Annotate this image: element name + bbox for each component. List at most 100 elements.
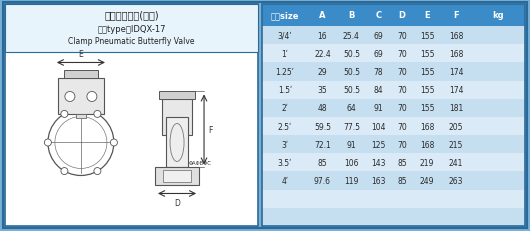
Text: 70: 70: [397, 86, 407, 95]
Text: 2ʹ: 2ʹ: [281, 104, 288, 113]
Text: 77.5: 77.5: [343, 122, 360, 131]
Text: E: E: [424, 12, 430, 20]
Text: 70: 70: [397, 122, 407, 131]
FancyBboxPatch shape: [262, 136, 525, 154]
FancyBboxPatch shape: [262, 117, 525, 136]
Text: 50.5: 50.5: [343, 50, 360, 58]
Text: 106: 106: [344, 158, 359, 167]
FancyBboxPatch shape: [262, 208, 525, 226]
Text: D: D: [174, 199, 180, 208]
Text: 59.5: 59.5: [314, 122, 331, 131]
FancyBboxPatch shape: [262, 154, 525, 172]
Text: 29: 29: [317, 68, 328, 77]
Text: 155: 155: [420, 31, 434, 40]
Text: 1.5ʹ: 1.5ʹ: [278, 86, 292, 95]
FancyBboxPatch shape: [162, 100, 192, 136]
Circle shape: [87, 92, 97, 102]
Text: 69: 69: [374, 31, 383, 40]
Text: 型号type：IDQX-17: 型号type：IDQX-17: [97, 24, 166, 33]
Text: 卡式气动蝶阀(卧式): 卡式气动蝶阀(卧式): [104, 10, 159, 20]
Text: 70: 70: [397, 31, 407, 40]
Text: 50.5: 50.5: [343, 68, 360, 77]
Text: 85: 85: [317, 158, 328, 167]
Text: F: F: [208, 125, 213, 134]
Text: 241: 241: [449, 158, 463, 167]
Text: kg: kg: [492, 12, 504, 20]
Text: 48: 48: [317, 104, 328, 113]
FancyBboxPatch shape: [163, 171, 191, 183]
FancyBboxPatch shape: [5, 5, 258, 226]
Text: 119: 119: [344, 176, 359, 185]
FancyBboxPatch shape: [58, 79, 104, 115]
Text: 50.5: 50.5: [343, 86, 360, 95]
Text: 2.5ʹ: 2.5ʹ: [278, 122, 292, 131]
FancyBboxPatch shape: [262, 99, 525, 117]
Text: 174: 174: [449, 86, 463, 95]
Text: C: C: [375, 12, 382, 20]
FancyBboxPatch shape: [3, 3, 527, 228]
Text: 155: 155: [420, 50, 434, 58]
FancyBboxPatch shape: [262, 172, 525, 190]
Text: 70: 70: [397, 50, 407, 58]
Text: 174: 174: [449, 68, 463, 77]
Text: 163: 163: [371, 176, 386, 185]
Text: 168: 168: [449, 50, 463, 58]
Text: E: E: [78, 50, 83, 59]
FancyBboxPatch shape: [166, 118, 188, 168]
Text: 3/4ʹ: 3/4ʹ: [278, 31, 292, 40]
FancyBboxPatch shape: [262, 63, 525, 81]
Text: F: F: [453, 12, 459, 20]
Circle shape: [45, 139, 51, 146]
Text: Clamp Pneumatic Butterfly Valve: Clamp Pneumatic Butterfly Valve: [68, 37, 195, 46]
Text: 215: 215: [449, 140, 463, 149]
Circle shape: [61, 111, 68, 118]
Text: 1.25ʹ: 1.25ʹ: [276, 68, 295, 77]
Text: 78: 78: [374, 68, 383, 77]
Text: 85: 85: [398, 158, 407, 167]
Text: ΦAΦBΦC̅: ΦAΦBΦC̅: [189, 160, 212, 165]
Text: 249: 249: [420, 176, 434, 185]
Text: 205: 205: [449, 122, 463, 131]
Circle shape: [65, 92, 75, 102]
Text: 35: 35: [317, 86, 328, 95]
Text: 16: 16: [317, 31, 328, 40]
Text: 104: 104: [371, 122, 386, 131]
FancyBboxPatch shape: [262, 5, 525, 27]
Text: 3ʹ: 3ʹ: [281, 140, 288, 149]
Text: 181: 181: [449, 104, 463, 113]
Text: 263: 263: [449, 176, 463, 185]
FancyBboxPatch shape: [5, 5, 258, 53]
Text: 64: 64: [347, 104, 356, 113]
FancyBboxPatch shape: [76, 115, 86, 119]
Text: 1ʹ: 1ʹ: [281, 50, 288, 58]
Circle shape: [94, 111, 101, 118]
Text: 25.4: 25.4: [343, 31, 360, 40]
Text: 4ʹ: 4ʹ: [281, 176, 288, 185]
Text: B: B: [348, 12, 355, 20]
Circle shape: [61, 168, 68, 175]
Text: 219: 219: [420, 158, 434, 167]
Text: 97.6: 97.6: [314, 176, 331, 185]
Text: 70: 70: [397, 140, 407, 149]
Circle shape: [110, 139, 118, 146]
FancyBboxPatch shape: [64, 71, 98, 79]
Text: 143: 143: [371, 158, 386, 167]
FancyBboxPatch shape: [262, 81, 525, 99]
Text: 72.1: 72.1: [314, 140, 331, 149]
Text: 84: 84: [374, 86, 383, 95]
Text: 91: 91: [347, 140, 356, 149]
FancyBboxPatch shape: [262, 45, 525, 63]
FancyBboxPatch shape: [262, 27, 525, 45]
Text: 3.5ʹ: 3.5ʹ: [278, 158, 292, 167]
Text: D: D: [399, 12, 405, 20]
Text: 91: 91: [374, 104, 383, 113]
Text: A: A: [319, 12, 326, 20]
Text: 69: 69: [374, 50, 383, 58]
Text: 85: 85: [398, 176, 407, 185]
FancyBboxPatch shape: [155, 168, 199, 186]
Circle shape: [94, 168, 101, 175]
Text: 155: 155: [420, 104, 434, 113]
Text: 155: 155: [420, 86, 434, 95]
Text: 22.4: 22.4: [314, 50, 331, 58]
Text: 70: 70: [397, 104, 407, 113]
